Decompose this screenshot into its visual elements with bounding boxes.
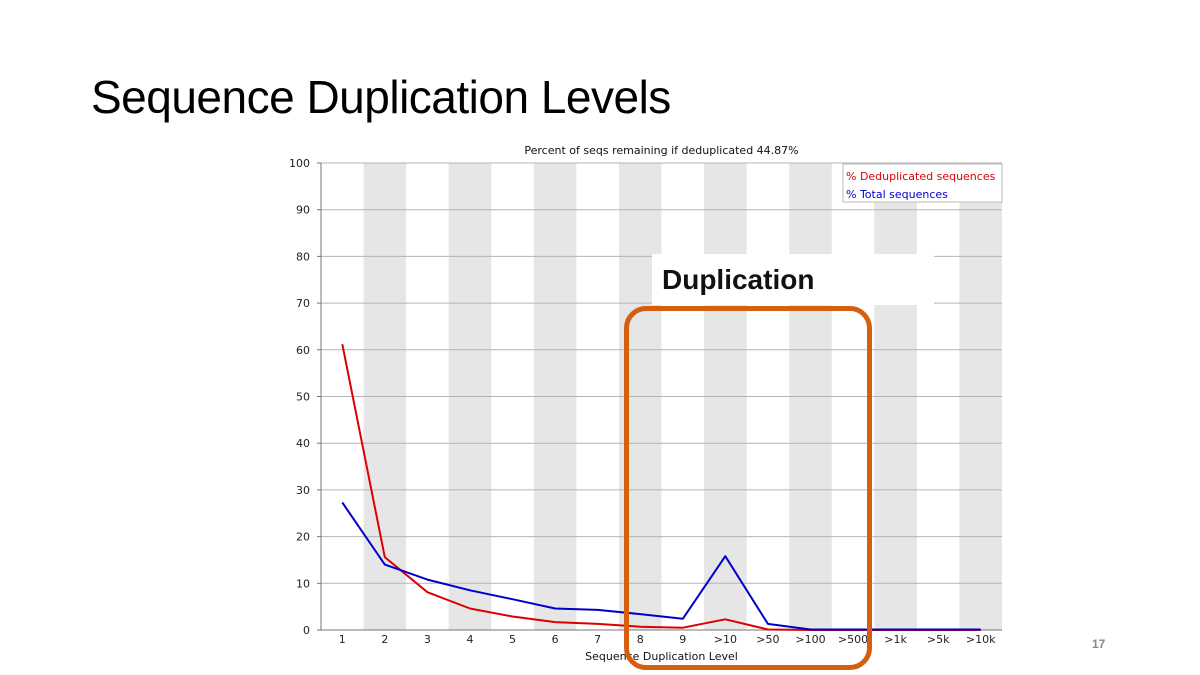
x-tick-label: >1k <box>884 633 907 646</box>
y-tick-label: 40 <box>296 437 310 450</box>
y-tick-label: 70 <box>296 297 310 310</box>
x-tick-label: >50 <box>756 633 779 646</box>
x-tick-label: 4 <box>466 633 473 646</box>
x-tick-label: >100 <box>795 633 825 646</box>
legend-entry: % Deduplicated sequences <box>846 170 996 183</box>
x-tick-label: >5k <box>927 633 950 646</box>
x-tick-label: 2 <box>381 633 388 646</box>
x-tick-label: 3 <box>424 633 431 646</box>
x-axis-label: Sequence Duplication Level <box>585 650 738 663</box>
duplication-callout-box <box>624 306 872 670</box>
chart-title: Percent of seqs remaining if deduplicate… <box>524 144 798 157</box>
y-tick-label: 10 <box>296 577 310 590</box>
page-number: 17 <box>1092 637 1106 651</box>
duplication-callout-label: Duplication <box>652 254 934 305</box>
x-tick-label: 6 <box>552 633 559 646</box>
y-tick-label: 0 <box>303 624 310 637</box>
y-tick-label: 20 <box>296 531 310 544</box>
legend-entry: % Total sequences <box>846 188 948 201</box>
series-line-total <box>341 501 981 631</box>
x-tick-label: >500 <box>838 633 868 646</box>
x-tick-label: 5 <box>509 633 516 646</box>
y-tick-label: 100 <box>289 157 310 170</box>
x-tick-label: 8 <box>637 633 644 646</box>
x-tick-label: >10 <box>714 633 737 646</box>
y-tick-label: 80 <box>296 250 310 263</box>
x-tick-label: 1 <box>339 633 346 646</box>
y-tick-label: 90 <box>296 204 310 217</box>
x-tick-label: 9 <box>679 633 686 646</box>
legend-box <box>842 163 1003 203</box>
y-tick-label: 30 <box>296 484 310 497</box>
x-tick-label: 7 <box>594 633 601 646</box>
x-tick-label: >10k <box>966 633 996 646</box>
y-tick-label: 50 <box>296 391 310 404</box>
slide-title: Sequence Duplication Levels <box>91 71 671 123</box>
y-tick-label: 60 <box>296 344 310 357</box>
